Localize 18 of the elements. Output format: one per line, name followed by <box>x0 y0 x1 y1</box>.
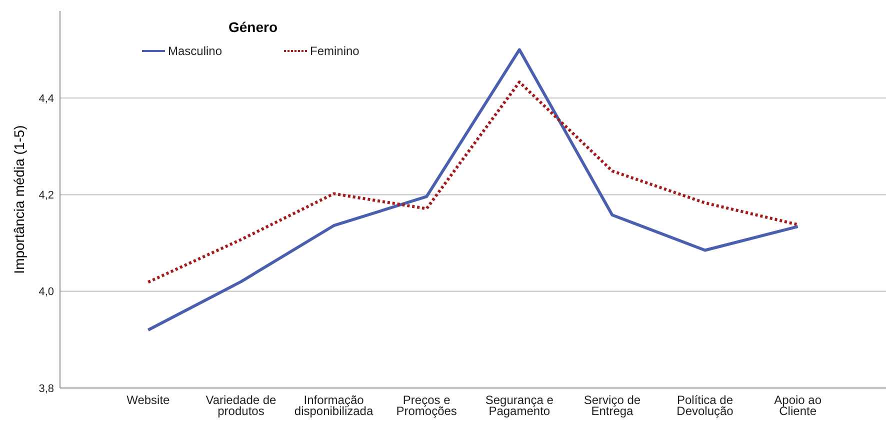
x-tick-label: Política de Devolução <box>676 393 734 418</box>
line-series <box>146 48 800 332</box>
y-tick-label: 3,8 <box>38 382 54 395</box>
x-tick-label: Apoio ao Cliente <box>774 393 822 418</box>
x-tick-label: Website <box>126 393 170 407</box>
x-tick-label: Serviço de Entrega <box>584 393 641 418</box>
x-tick-label: Variedade de produtos <box>206 393 277 418</box>
legend-label: Feminino <box>310 44 360 58</box>
x-tick-label: Informação disponibilizada <box>294 393 374 418</box>
y-axis-title: Importância média (1-5) <box>11 125 27 274</box>
y-tick-label: 4,4 <box>38 92 54 105</box>
line-series <box>146 80 800 284</box>
x-tick-label: Preços e Promoções <box>396 393 457 418</box>
legend-label: Masculino <box>168 44 222 58</box>
y-tick-label: 4,2 <box>38 190 54 202</box>
y-tick-label: 4,0 <box>38 286 54 298</box>
legend-title: Género <box>228 19 278 35</box>
x-tick-label: Segurança e Pagamento <box>485 393 554 418</box>
